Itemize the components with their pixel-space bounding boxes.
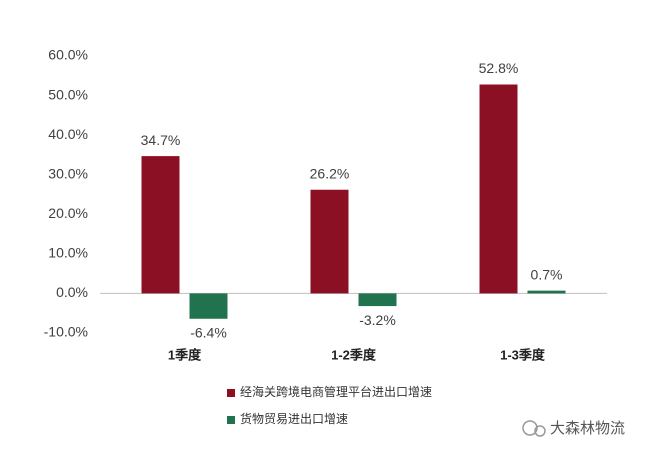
x-tick-label: 1-2季度	[331, 347, 377, 362]
data-label: -3.2%	[359, 312, 396, 328]
y-tick-label: 10.0%	[48, 245, 88, 261]
y-tick-label: 0.0%	[56, 284, 88, 300]
data-label: 0.7%	[531, 266, 563, 282]
bar	[310, 189, 349, 294]
legend-swatch	[227, 416, 235, 424]
bar	[527, 290, 566, 294]
y-tick-label: 20.0%	[48, 205, 88, 221]
x-tick-label: 1季度	[168, 347, 202, 362]
y-tick-label: 30.0%	[48, 165, 88, 181]
bar	[189, 293, 228, 319]
data-label: 34.7%	[141, 132, 181, 148]
data-label: -6.4%	[190, 324, 227, 340]
legend-label: 经海关跨境电商管理平台进出口增速	[240, 384, 432, 399]
bar	[141, 156, 180, 294]
bar	[358, 293, 397, 307]
watermark-icon	[522, 420, 546, 437]
x-tick-label: 1-3季度	[500, 347, 546, 362]
data-label: 26.2%	[310, 165, 350, 181]
legend-swatch	[227, 389, 235, 397]
legend-label: 货物贸易进出口增速	[240, 411, 348, 426]
y-tick-label: 60.0%	[48, 47, 88, 63]
y-tick-label: 50.0%	[48, 86, 88, 102]
watermark: 大森林物流	[550, 420, 625, 437]
data-label: 52.8%	[479, 60, 519, 76]
y-tick-label: -10.0%	[44, 324, 88, 340]
y-tick-label: 40.0%	[48, 126, 88, 142]
bar	[479, 84, 518, 294]
